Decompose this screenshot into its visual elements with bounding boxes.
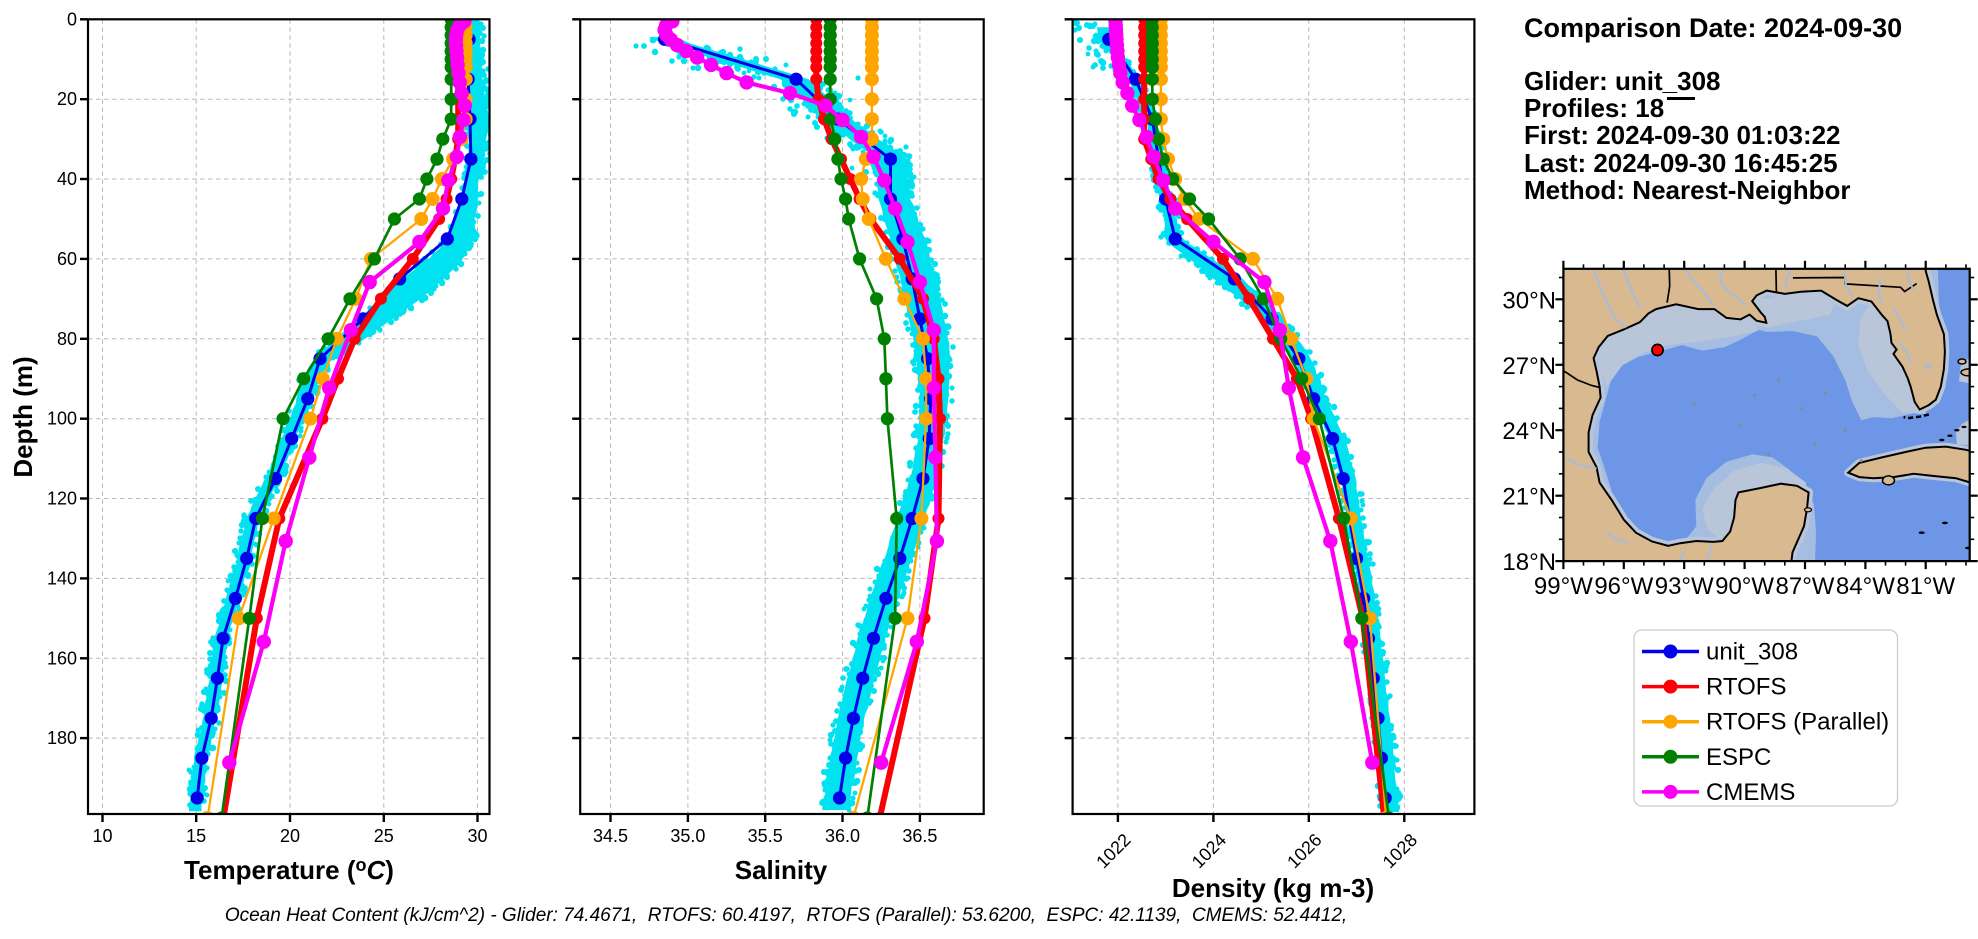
svg-text:RTOFS: RTOFS <box>1706 674 1786 701</box>
svg-text:180: 180 <box>47 728 77 748</box>
svg-text:80: 80 <box>57 329 77 349</box>
svg-text:15: 15 <box>186 826 206 846</box>
svg-text:96°W: 96°W <box>1594 573 1653 600</box>
svg-text:24°N: 24°N <box>1502 418 1556 445</box>
svg-text:Ocean Heat Content (kJ/cm^2) -: Ocean Heat Content (kJ/cm^2) - Glider: 7… <box>225 905 1347 926</box>
svg-text:35.0: 35.0 <box>670 826 705 846</box>
svg-text:160: 160 <box>47 648 77 668</box>
svg-text:27°N: 27°N <box>1502 353 1556 380</box>
svg-text:25: 25 <box>374 826 394 846</box>
svg-text:Method: Nearest-Neighbor: Method: Nearest-Neighbor <box>1524 175 1850 205</box>
svg-text:60: 60 <box>57 249 77 269</box>
svg-text:Comparison Date: 2024-09-30: Comparison Date: 2024-09-30 <box>1524 13 1902 43</box>
svg-text:0: 0 <box>67 9 77 29</box>
svg-text:81°W: 81°W <box>1896 573 1955 600</box>
svg-text:RTOFS (Parallel): RTOFS (Parallel) <box>1706 709 1889 736</box>
svg-text:93°W: 93°W <box>1655 573 1714 600</box>
svg-text:30: 30 <box>467 826 487 846</box>
svg-text:40: 40 <box>57 169 77 189</box>
svg-text:90°W: 90°W <box>1715 573 1774 600</box>
svg-text:99°W: 99°W <box>1534 573 1593 600</box>
svg-text:ESPC: ESPC <box>1706 744 1771 771</box>
svg-text:30°N: 30°N <box>1502 287 1556 314</box>
svg-text:unit_308: unit_308 <box>1706 639 1798 666</box>
svg-text:10: 10 <box>92 826 112 846</box>
svg-text:20: 20 <box>280 826 300 846</box>
svg-text:34.5: 34.5 <box>593 826 628 846</box>
svg-text:84°W: 84°W <box>1836 573 1895 600</box>
svg-text:Temperature (oC): Temperature (oC) <box>184 855 394 885</box>
svg-text:120: 120 <box>47 489 77 509</box>
svg-text:100: 100 <box>47 409 77 429</box>
svg-text:35.5: 35.5 <box>748 826 783 846</box>
svg-text:First: 2024-09-30 01:03:22: First: 2024-09-30 01:03:22 <box>1524 120 1841 150</box>
svg-text:Profiles: 18: Profiles: 18 <box>1524 93 1664 123</box>
svg-text:Salinity: Salinity <box>735 855 828 885</box>
svg-text:Last: 2024-09-30 16:45:25: Last: 2024-09-30 16:45:25 <box>1524 148 1838 178</box>
svg-text:20: 20 <box>57 89 77 109</box>
svg-text:87°W: 87°W <box>1776 573 1835 600</box>
svg-text:18°N: 18°N <box>1502 549 1556 576</box>
svg-text:Glider: unit_308: Glider: unit_308 <box>1524 66 1721 96</box>
svg-text:140: 140 <box>47 568 77 588</box>
svg-text:Depth (m): Depth (m) <box>8 356 38 477</box>
svg-text:36.0: 36.0 <box>825 826 860 846</box>
svg-text:CMEMS: CMEMS <box>1706 779 1795 806</box>
svg-text:21°N: 21°N <box>1502 484 1556 511</box>
svg-text:36.5: 36.5 <box>902 826 937 846</box>
svg-text:Density (kg m-3): Density (kg m-3) <box>1172 873 1374 903</box>
